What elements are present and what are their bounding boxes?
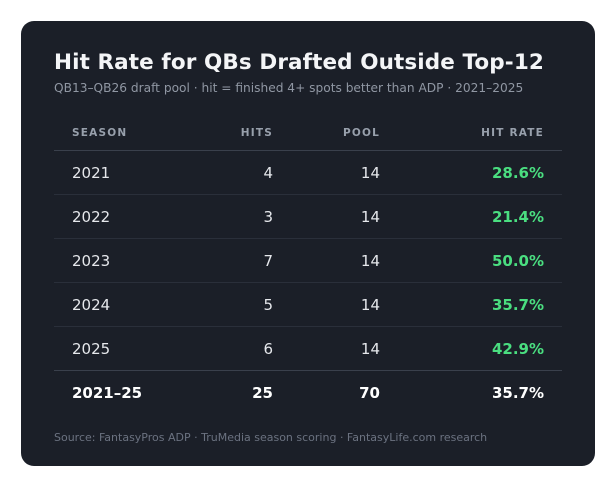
season-cell: 2022 (54, 194, 181, 239)
column-header-season: SEASON (54, 116, 181, 151)
page-title: Hit Rate for QBs Drafted Outside Top-12 (54, 50, 544, 75)
table-card: Hit Rate for QBs Drafted Outside Top-12 … (21, 21, 595, 466)
pool-cell: 14 (291, 282, 398, 327)
total-pool-cell: 70 (359, 384, 380, 402)
hits-cell: 3 (181, 194, 291, 239)
column-header-hit-rate: HIT RATE (398, 116, 562, 151)
table-row: 2023 7 14 50.0% (54, 238, 562, 283)
hits-cell: 6 (181, 326, 291, 371)
column-header-hits: HITS (181, 116, 291, 151)
source-note: Source: FantasyPros ADP · TruMedia seaso… (54, 431, 488, 444)
pool-cell: 14 (291, 194, 398, 239)
page-subtitle: QB13–QB26 draft pool · hit = finished 4+… (54, 81, 524, 95)
hit-rate-cell: 42.9% (398, 326, 562, 371)
table-row: 2024 5 14 35.7% (54, 282, 562, 327)
table-row: 2025 6 14 42.9% (54, 326, 562, 371)
total-season-cell: 2021–25 (72, 384, 143, 402)
table-row: 2022 3 14 21.4% (54, 194, 562, 239)
season-cell: 2023 (54, 238, 181, 283)
hits-cell: 7 (181, 238, 291, 283)
table-header-row: SEASON HITS POOL HIT RATE (54, 116, 562, 151)
hit-rate-cell: 50.0% (398, 238, 562, 283)
pool-cell: 14 (291, 238, 398, 283)
hit-rate-cell: 21.4% (398, 194, 562, 239)
hit-rate-cell: 28.6% (398, 150, 562, 195)
pool-cell: 14 (291, 326, 398, 371)
pool-cell: 14 (291, 150, 398, 195)
hit-rate-cell: 35.7% (398, 282, 562, 327)
season-cell: 2025 (54, 326, 181, 371)
season-cell: 2021 (54, 150, 181, 195)
column-header-pool: POOL (291, 116, 398, 151)
total-row: 2021–25 25 70 35.7% (54, 371, 562, 416)
total-hit-rate-cell: 35.7% (491, 384, 544, 402)
table-row: 2021 4 14 28.6% (54, 150, 562, 195)
season-cell: 2024 (54, 282, 181, 327)
hits-cell: 4 (181, 150, 291, 195)
hits-cell: 5 (181, 282, 291, 327)
hit-rate-table: SEASON HITS POOL HIT RATE 2021 4 14 28.6… (54, 116, 562, 415)
total-hits-cell: 25 (252, 384, 273, 402)
